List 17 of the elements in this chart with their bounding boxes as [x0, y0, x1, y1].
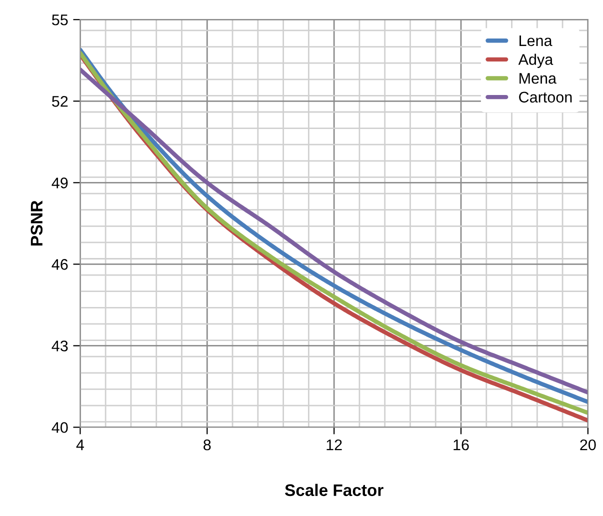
x-tick-label: 4	[76, 440, 84, 450]
x-axis-title: Scale Factor	[284, 484, 384, 496]
y-tick-label: 49	[52, 178, 68, 188]
y-tick-label: 40	[52, 422, 68, 433]
legend-label: Cartoon	[519, 92, 572, 103]
y-tick-label: 46	[52, 259, 68, 270]
y-tick-label: 55	[52, 14, 68, 26]
x-tick-label: 12	[326, 439, 342, 450]
legend-label: Mena	[520, 73, 557, 84]
legend-label: Lena	[520, 35, 552, 46]
x-tick-label: 20	[580, 439, 596, 450]
y-axis-title: PSNR	[30, 200, 43, 246]
y-tick-label: 43	[52, 340, 68, 352]
legend-label: Adya	[518, 54, 554, 68]
y-tick-label: 52	[52, 96, 68, 107]
x-tick-label: 8	[204, 439, 211, 450]
x-tick-label: 16	[454, 439, 469, 450]
